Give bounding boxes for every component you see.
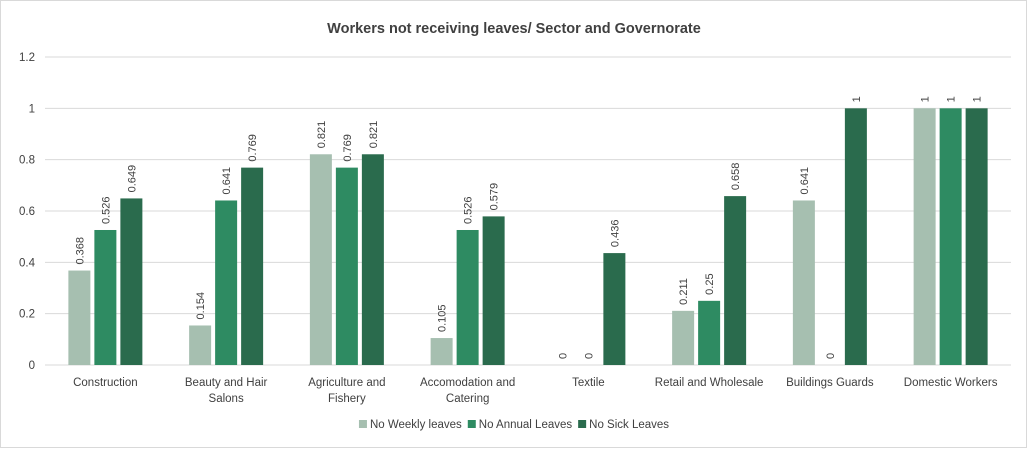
bar [362,154,384,365]
category-label: Construction [73,377,138,389]
y-tick-label: 0.2 [19,309,35,321]
data-label: 0 [557,353,569,359]
bar [845,108,867,365]
data-label: 0.526 [463,196,475,224]
bar [457,230,479,365]
data-label: 0.436 [609,220,621,248]
category-label: Retail and Wholesale [655,377,764,389]
bar [483,216,505,365]
data-label: 0.641 [799,167,811,195]
bar [724,196,746,365]
y-tick-label: 0.4 [19,257,36,269]
bar [940,108,962,365]
legend-label: No Annual Leaves [479,419,573,431]
category-label: Agriculture and [308,377,385,389]
chart-title: Workers not receiving leaves/ Sector and… [327,21,701,37]
bar [672,311,694,365]
legend-item: No Annual Leaves [468,419,573,431]
bar [94,230,116,365]
y-tick-label: 1 [29,103,35,115]
category-label: Accomodation and [420,377,515,389]
data-label: 1 [851,96,863,102]
bar [431,338,453,365]
data-label: 0.658 [730,163,742,191]
data-label: 0.154 [195,292,207,320]
data-label: 0.769 [247,134,259,162]
bar [336,168,358,365]
bar [120,198,142,365]
data-label: 1 [920,96,932,102]
bar [698,301,720,365]
bar [914,108,936,365]
data-label: 0 [825,353,837,359]
category-label: Domestic Workers [904,377,998,389]
bar [310,154,332,365]
bar [603,253,625,365]
legend-swatch [578,420,586,428]
legend-label: No Sick Leaves [589,419,669,431]
data-label: 0.579 [489,183,501,211]
category-label: Textile [572,377,605,389]
data-label: 0.649 [126,165,138,193]
bars [68,108,987,365]
y-tick-label: 1.2 [19,52,35,64]
data-label: 0.368 [74,237,86,265]
y-tick-label: 0 [29,360,35,372]
legend-label: No Weekly leaves [370,419,462,431]
y-tick-label: 0.6 [19,206,35,218]
data-label: 0.821 [368,121,380,149]
bar [68,271,90,365]
category-label: Catering [446,393,489,405]
data-label: 0.105 [437,305,449,333]
legend-swatch [359,420,367,428]
y-axis-ticks: 0 0.2 0.4 0.6 0.8 1 1.2 [19,52,36,372]
category-label: Salons [209,393,244,405]
bar [189,325,211,365]
data-label: 1 [972,96,984,102]
data-label: 0.641 [221,167,233,195]
data-label: 1 [946,96,958,102]
legend: No Weekly leaves No Annual Leaves No Sick … [359,419,669,431]
data-label: 0.25 [704,273,716,294]
data-label: 0.526 [100,196,112,224]
bar [215,200,237,365]
bar [966,108,988,365]
category-label: Beauty and Hair [185,377,268,389]
legend-item: No Sick Leaves [578,419,669,431]
data-label: 0.821 [316,121,328,149]
bar [793,200,815,365]
data-label: 0.211 [678,278,690,305]
category-label: Buildings Guards [786,377,874,389]
bar [241,168,263,365]
data-label: 0.769 [342,134,354,162]
category-label: Fishery [328,393,366,405]
legend-swatch [468,420,476,428]
y-tick-label: 0.8 [19,155,35,167]
legend-item: No Weekly leaves [359,419,462,431]
data-label: 0 [583,353,595,359]
x-axis-categories: Construction Beauty and Hair Salons Agricul… [73,377,998,405]
